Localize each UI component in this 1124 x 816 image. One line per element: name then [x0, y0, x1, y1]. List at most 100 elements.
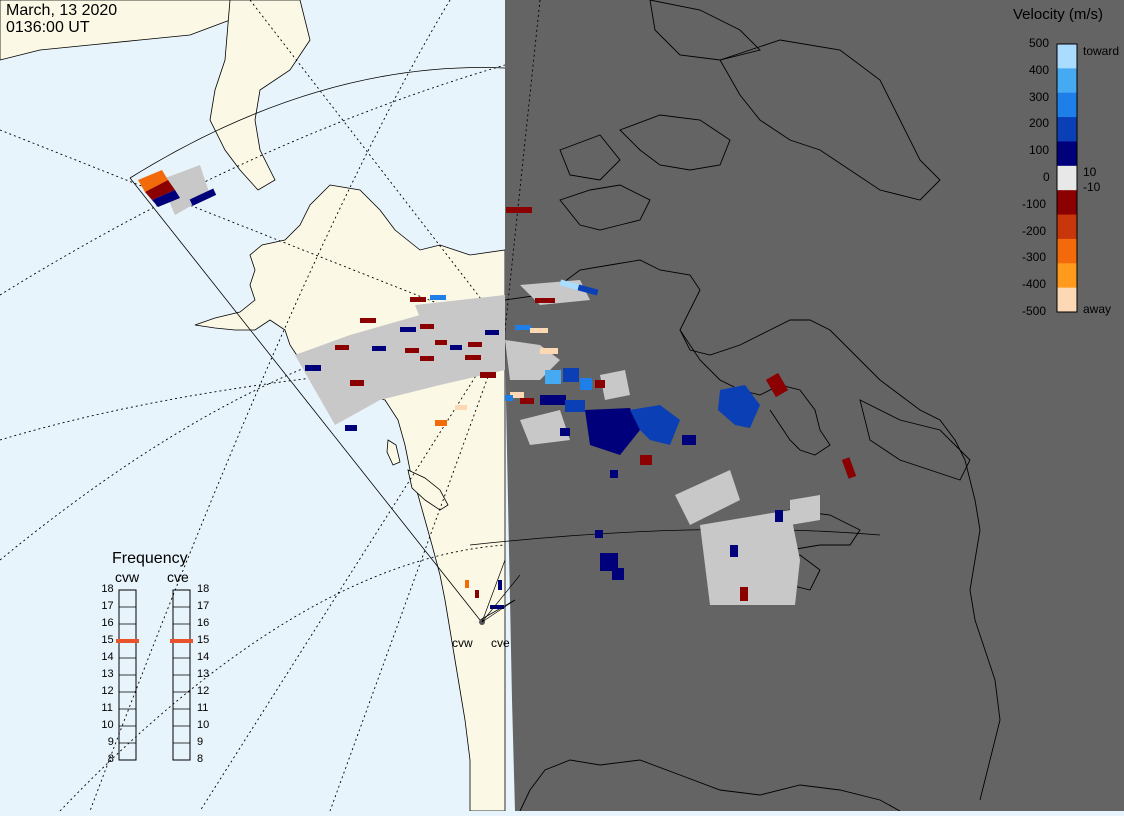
- gulf-coast: [519, 759, 901, 812]
- longitude-line: [89, 0, 451, 812]
- colorbar-tick-label: -500: [1022, 304, 1047, 318]
- velocity-cell: [775, 510, 783, 522]
- colorbar-segment: [1057, 117, 1077, 142]
- velocity-cell: [465, 580, 469, 588]
- velocity-cell: [577, 284, 599, 296]
- freq-tick-left: 9: [107, 736, 114, 748]
- velocity-cell: [563, 368, 579, 382]
- velocity-cell: [520, 398, 534, 404]
- velocity-cell: [559, 279, 581, 291]
- ground-scatter: [295, 300, 505, 425]
- freq-tick-right: 13: [197, 668, 210, 680]
- velocity-cell: [410, 297, 426, 302]
- colorbar-tick-label: -300: [1022, 250, 1047, 265]
- velocity-cell: [485, 330, 499, 335]
- freq-marker-cve: [170, 639, 193, 643]
- colorbar-segment: [1057, 44, 1077, 69]
- velocity-cell: [730, 545, 738, 557]
- velocity-cell: [540, 348, 558, 354]
- site-label-cvw: cvw: [452, 636, 473, 650]
- velocity-cell: [372, 346, 386, 351]
- colorbar-title: Velocity (m/s): [1013, 6, 1104, 23]
- velocity-cell: [740, 587, 748, 601]
- colorbar-segment: [1057, 165, 1077, 191]
- velocity-cell: [640, 455, 652, 465]
- ground-scatter: [675, 470, 740, 525]
- velocity-cell: [435, 420, 447, 426]
- ground-scatter: [415, 295, 505, 318]
- velocity-cell: [841, 457, 857, 479]
- fov-arc-east: [469, 528, 881, 546]
- velocity-cell: [506, 207, 532, 213]
- hudson-bay-coast: [504, 259, 1001, 801]
- freq-tick-left: 13: [101, 668, 114, 680]
- velocity-cell: [350, 380, 364, 386]
- velocity-cell: [765, 372, 789, 398]
- velocity-cell: [510, 392, 524, 398]
- velocity-cell: [545, 370, 561, 384]
- colorbar-away-label: away: [1083, 302, 1112, 316]
- freq-tick-right: 16: [197, 617, 210, 629]
- colorbar-tick-label: 100: [1029, 143, 1050, 158]
- velocity-colorbar: [1056, 43, 1078, 313]
- colorbar-tick-label: 300: [1029, 89, 1050, 104]
- velocity-cell: [595, 380, 605, 388]
- ground-scatter: [520, 410, 570, 445]
- velocity-cell: [480, 372, 496, 378]
- velocity-cell: [530, 328, 548, 333]
- velocity-cell: [152, 190, 180, 207]
- velocity-cell: [595, 530, 603, 538]
- velocity-cell: [345, 425, 357, 431]
- colorbar-segment: [1057, 92, 1077, 118]
- site-label-cve: cve: [491, 636, 510, 650]
- velocity-cell: [682, 435, 696, 445]
- radar-scatter: [138, 165, 857, 609]
- siberia-land: [0, 0, 271, 61]
- velocity-cell: [468, 342, 482, 347]
- longitude-line: [329, 329, 506, 812]
- velocity-cell: [420, 324, 434, 329]
- arctic-island-2: [619, 114, 731, 171]
- velocity-cell: [465, 355, 481, 360]
- ellesmere-coast: [649, 0, 761, 61]
- velocity-cell: [580, 378, 592, 390]
- freq-tick-left: 16: [101, 617, 114, 629]
- freq-tick-right: 9: [197, 736, 204, 748]
- longitude-line: [504, 0, 541, 331]
- freq-tick-right: 18: [197, 583, 210, 595]
- velocity-cell: [189, 188, 217, 206]
- velocity-cell: [600, 553, 618, 571]
- colorbar-tick-label: -400: [1022, 277, 1047, 292]
- freq-tick-left: 11: [101, 702, 113, 714]
- haida-gwaii: [386, 439, 401, 466]
- velocity-cell: [630, 405, 680, 445]
- velocity-cell: [145, 180, 175, 200]
- freq-tick-left: 18: [101, 583, 114, 595]
- velocity-cell: [430, 295, 446, 300]
- colorbar-segment: [1057, 287, 1077, 313]
- colorbar-tick-label: 500: [1029, 36, 1050, 50]
- freq-tick-left: 14: [101, 651, 114, 663]
- velocity-cell: [505, 395, 513, 401]
- ground-scatter: [700, 510, 800, 605]
- velocity-cell: [515, 325, 531, 330]
- fov-outlines: [129, 67, 881, 621]
- velocity-cell: [498, 580, 502, 590]
- night-coastlines: [504, 0, 1001, 812]
- arctic-island-3: [559, 134, 621, 181]
- freq-marker-cvw: [116, 639, 139, 643]
- velocity-cell: [610, 470, 618, 478]
- freq-radar-cve-label: cve: [167, 569, 189, 585]
- freq-tick-right: 10: [197, 719, 210, 731]
- frequency-gauges: [116, 589, 193, 761]
- velocity-cell: [612, 568, 624, 580]
- freq-tick-left: 15: [101, 634, 114, 646]
- date-label: March, 13 2020: [6, 2, 118, 19]
- freq-tick-left: 17: [101, 600, 114, 612]
- velocity-cell: [718, 385, 760, 428]
- ground-scatter: [160, 165, 210, 215]
- colorbar-tick-label: 400: [1029, 62, 1050, 77]
- night-terminator: [505, 0, 1124, 811]
- fov-edge-west: [129, 177, 481, 621]
- freq-tick-left: 12: [101, 685, 114, 697]
